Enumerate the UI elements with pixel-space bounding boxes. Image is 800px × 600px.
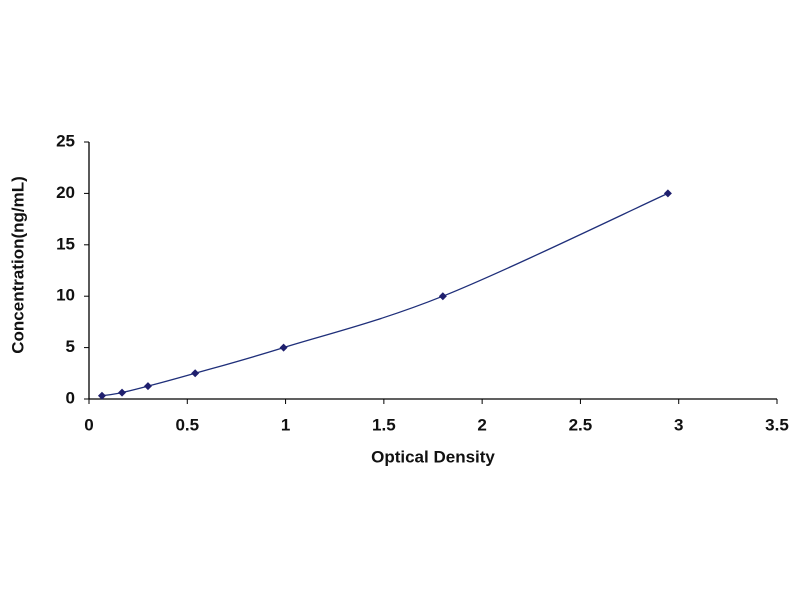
x-tick-label: 0: [84, 415, 93, 434]
y-tick-label: 5: [66, 337, 75, 356]
curve: [101, 192, 669, 397]
point: [191, 369, 200, 378]
x-tick-label: 3: [674, 415, 683, 434]
point: [118, 388, 127, 397]
y-tick-label: 25: [56, 131, 75, 150]
y-tick-label: 10: [56, 286, 75, 305]
x-tick-label: 1: [281, 415, 290, 434]
x-tick-label: 3.5: [765, 415, 789, 434]
y-axis-title: Concentration(ng/mL): [8, 176, 27, 354]
point: [279, 343, 288, 352]
x-tick-label: 0.5: [175, 415, 199, 434]
x-tick-label: 2: [477, 415, 486, 434]
point: [143, 382, 152, 391]
y-tick-label: 15: [56, 234, 75, 253]
y-tick-label: 0: [66, 388, 75, 407]
x-tick-label: 1.5: [372, 415, 396, 434]
point: [97, 391, 106, 400]
x-axis-title: Optical Density: [371, 447, 495, 466]
y-tick-label: 20: [56, 183, 75, 202]
point: [663, 189, 672, 198]
point: [438, 292, 447, 301]
x-tick-label: 2.5: [569, 415, 593, 434]
